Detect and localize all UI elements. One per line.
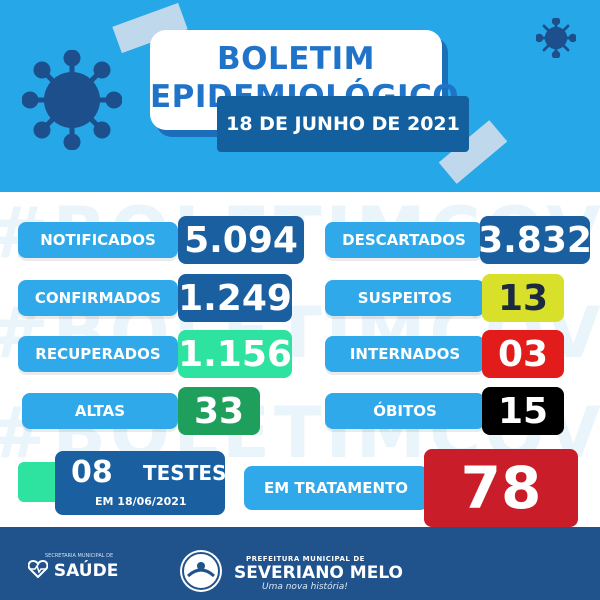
testes-date: EM 18/06/2021 [95,495,187,508]
obitos-value: 15 [482,387,564,435]
prefeitura-name: SEVERIANO MELO [234,563,404,583]
virus-icon [22,50,122,150]
descartados-value: 3.832 [478,216,592,264]
recuperados-value: 1.156 [178,330,292,378]
notificados-value: 5.094 [178,216,304,264]
saude-text: SAÚDE [53,561,119,581]
date-label: 18 DE JUNHO DE 2021 [217,96,469,152]
municipal-seal-icon [180,550,222,592]
suspeitos-value: 13 [482,274,564,322]
saude-logo: SAÚDE [27,559,119,581]
testes-box: 08 TESTES EM 18/06/2021 [55,451,227,515]
tratamento-label: EM TRATAMENTO [244,466,428,510]
confirmados-value: 1.249 [178,274,292,322]
prefeitura-caption: PREFEITURA MUNICIPAL DE [246,555,365,563]
saude-caption: SECRETARIA MUNICIPAL DE [45,553,114,559]
notificados-label: NOTIFICADOS [18,222,178,258]
internados-value: 03 [482,330,564,378]
altas-label: ALTAS [22,393,178,429]
title-line-1: BOLETIM [217,41,375,77]
descartados-label: DESCARTADOS [325,222,483,258]
confirmados-label: CONFIRMADOS [18,280,178,316]
obitos-label: ÓBITOS [325,393,485,429]
recuperados-label: RECUPERADOS [18,336,178,372]
testes-label: TESTES [143,461,227,485]
internados-label: INTERNADOS [325,336,485,372]
altas-value: 33 [178,387,260,435]
testes-value: 08 [71,455,113,490]
header-banner: BOLETIM EPIDEMIOLÓGICO 18 DE JUNHO DE 20… [0,0,600,192]
suspeitos-label: SUSPEITOS [325,280,485,316]
virus-icon [536,18,576,58]
tratamento-value: 78 [424,449,578,527]
footer-bar [0,527,600,600]
heart-icon [27,559,49,579]
prefeitura-slogan: Uma nova história! [262,582,348,592]
